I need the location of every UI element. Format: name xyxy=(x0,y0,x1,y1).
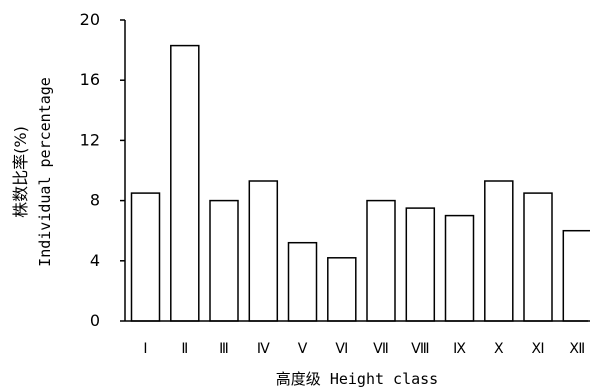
y-tick-label-12: 12 xyxy=(80,130,100,149)
x-tick-label-5: Ⅴ xyxy=(298,341,308,357)
y-tick-label-0: 0 xyxy=(90,311,100,330)
bar-6 xyxy=(327,257,357,322)
x-tick-label-11: Ⅺ xyxy=(531,341,544,357)
x-tick-label-12: Ⅻ xyxy=(569,341,585,357)
x-tick-label-6: Ⅵ xyxy=(335,341,348,357)
x-tick-label-9: Ⅸ xyxy=(453,341,466,357)
bar-2 xyxy=(170,44,200,322)
x-tick-labels-group: Ⅰ Ⅱ Ⅲ Ⅳ Ⅴ Ⅵ Ⅶ Ⅷ Ⅸ Ⅹ Ⅺ Ⅻ xyxy=(143,341,585,357)
x-tick-label-7: Ⅶ xyxy=(373,341,389,357)
bar-3 xyxy=(209,199,239,322)
bar-1 xyxy=(130,192,161,322)
x-tick-label-1: Ⅰ xyxy=(143,341,147,357)
bar-8 xyxy=(405,207,436,322)
bar-12 xyxy=(562,229,590,322)
x-tick-label-2: Ⅱ xyxy=(181,341,188,357)
x-axis-title: 高度级 Height class xyxy=(276,370,438,388)
bar-9 xyxy=(444,214,475,322)
bars-group xyxy=(130,44,590,322)
y-axis-title-en: Individual percentage xyxy=(36,77,54,267)
x-tick-label-10: Ⅹ xyxy=(494,341,504,357)
bar-7 xyxy=(366,199,396,322)
bar-11 xyxy=(523,192,553,322)
bar-10 xyxy=(484,180,514,322)
x-tick-label-8: Ⅷ xyxy=(411,341,429,357)
y-tick-label-8: 8 xyxy=(90,191,100,210)
y-ticks-group: 0 4 8 12 16 20 xyxy=(80,10,125,330)
y-tick-label-20: 20 xyxy=(80,10,100,29)
bar-4 xyxy=(248,180,279,322)
y-axis-title-cn: 株数比率(%) xyxy=(11,126,30,218)
x-tick-label-3: Ⅲ xyxy=(219,341,229,357)
y-tick-label-16: 16 xyxy=(80,70,100,89)
bar-5 xyxy=(287,241,318,322)
x-tick-label-4: Ⅳ xyxy=(257,341,270,357)
y-tick-label-4: 4 xyxy=(90,251,100,270)
